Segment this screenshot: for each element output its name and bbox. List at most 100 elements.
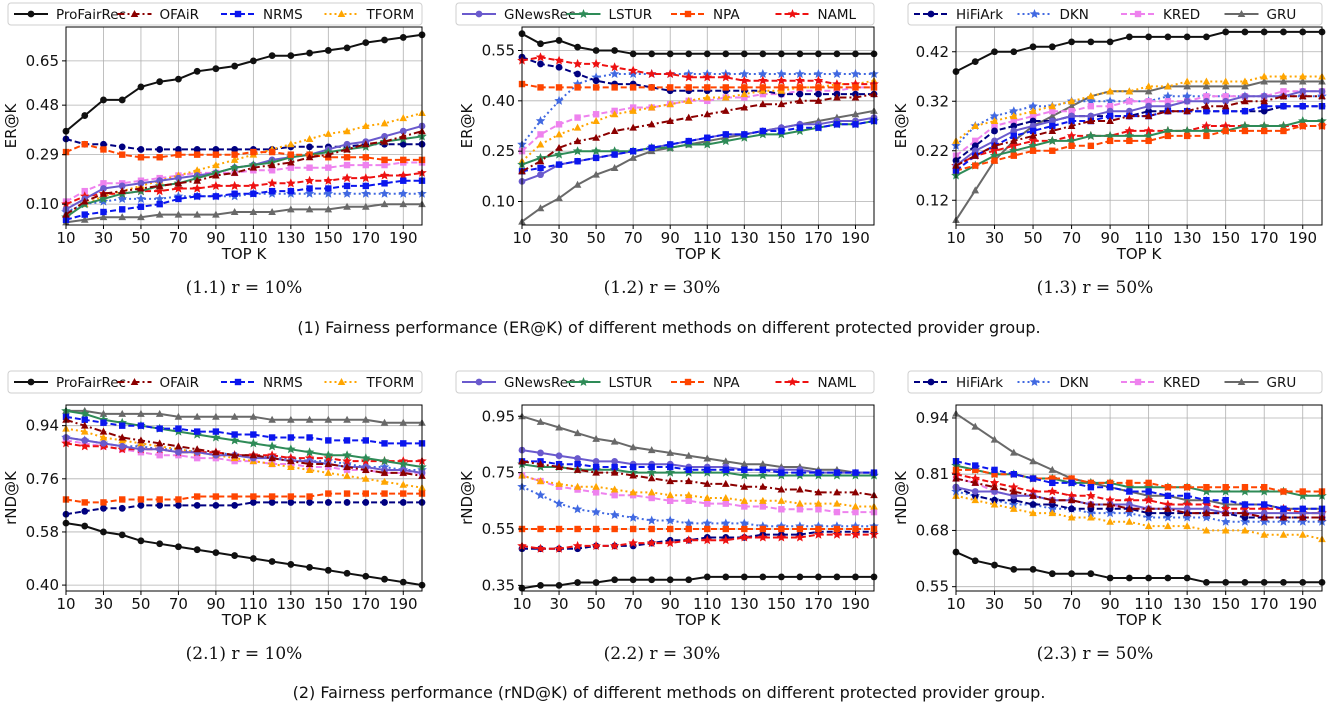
data-point-ofair-marker — [610, 127, 619, 135]
data-point-ofair-marker — [249, 451, 258, 459]
data-point-npa-marker — [537, 525, 544, 533]
data-point-gru-marker — [610, 163, 619, 171]
series-nrms — [952, 103, 1326, 174]
data-point-npa-marker — [212, 151, 220, 158]
data-point-naml-marker — [211, 180, 221, 190]
data-point-npa-marker — [1222, 127, 1229, 135]
data-point-dkn-marker — [591, 507, 601, 517]
data-point-ofair-marker — [80, 421, 89, 429]
data-point-gnewsrec-marker — [100, 439, 107, 447]
data-point-naml-marker — [1047, 486, 1058, 496]
data-point-naml-marker — [342, 456, 352, 466]
data-point-profairrec-marker — [1029, 43, 1037, 51]
data-point-kred-marker — [741, 94, 748, 101]
data-point-profairrec-marker — [1183, 574, 1191, 582]
data-point-dkn-marker — [1105, 96, 1115, 106]
data-point-ofair-marker — [1009, 487, 1018, 495]
series-tform — [518, 471, 878, 510]
data-point-nrms-marker — [306, 185, 313, 192]
data-point-gnewsrec-marker — [1010, 127, 1018, 135]
data-point-profairrec-marker — [833, 573, 841, 581]
data-point-nrms-marker — [629, 147, 637, 155]
data-point-gnewsrec-marker — [1068, 112, 1075, 120]
data-point-profairrec-marker — [574, 43, 581, 51]
data-point-gru-marker — [1260, 77, 1269, 85]
data-point-tform-marker — [592, 116, 600, 124]
data-point-gru-marker — [740, 460, 749, 468]
data-point-npa-marker — [592, 525, 600, 533]
data-point-tform-marker — [592, 482, 600, 490]
data-point-gru-marker — [1009, 448, 1018, 456]
data-point-naml-marker — [1066, 490, 1077, 500]
data-point-kred-marker — [1164, 98, 1172, 105]
data-point-naml-marker — [739, 75, 750, 85]
data-point-gru-marker — [305, 415, 314, 423]
data-point-tform-marker — [1067, 513, 1076, 521]
data-point-ofair-marker — [212, 448, 220, 456]
data-point-tform-marker — [212, 161, 220, 169]
data-point-npa-marker — [1280, 127, 1287, 135]
legend-label-naml: NAML — [818, 375, 857, 391]
x-tick-label: 70 — [1062, 229, 1081, 247]
data-point-tform-marker — [343, 127, 351, 135]
y-tick-label: 0.68 — [916, 521, 949, 539]
legend-label-nrms: NRMS — [263, 7, 303, 23]
series-npa — [518, 80, 878, 91]
data-point-lstur-marker — [739, 470, 750, 480]
legend-label-profairrec: ProFairRec — [56, 7, 126, 23]
data-point-npa-marker — [991, 471, 998, 478]
plot-frame — [521, 404, 875, 592]
data-point-profairrec-marker — [1203, 33, 1210, 41]
data-point-profairrec-marker — [537, 581, 544, 589]
series-ofair — [952, 92, 1326, 169]
data-point-ofair-marker — [343, 463, 351, 470]
data-point-ofair-marker — [155, 439, 164, 447]
data-point-nrms-marker — [759, 466, 767, 474]
data-point-gnewsrec-marker — [137, 445, 145, 453]
data-point-nrms-marker — [1106, 483, 1114, 491]
data-point-ofair-marker — [796, 96, 804, 104]
data-point-hifiark-marker — [193, 146, 201, 153]
x-tick-label: 30 — [985, 229, 1004, 247]
data-point-dkn-marker — [1047, 503, 1058, 513]
data-point-ofair-marker — [361, 140, 370, 148]
data-point-naml-marker — [628, 65, 638, 75]
legend-npa-marker — [684, 378, 692, 386]
data-point-gru-marker — [399, 418, 408, 426]
data-point-lstur-marker — [572, 146, 583, 156]
y-axis-label: ER@K — [892, 102, 910, 148]
data-point-dkn-marker — [795, 521, 805, 531]
data-point-nrms-marker — [1106, 112, 1114, 120]
series-tform — [952, 72, 1326, 144]
data-point-ofair-marker — [684, 113, 693, 121]
data-point-gru-marker — [555, 423, 563, 431]
series-line-nrms — [955, 105, 1322, 172]
data-point-dkn-marker — [850, 69, 861, 78]
data-point-naml-marker — [1124, 495, 1135, 505]
data-point-gru-marker — [592, 434, 600, 442]
data-point-naml-marker — [739, 532, 750, 542]
data-point-npa-marker — [1106, 137, 1114, 145]
data-point-nrms-marker — [362, 182, 369, 190]
data-point-hifiark-marker — [991, 127, 998, 135]
series-nrms — [62, 177, 426, 223]
x-tick-label: 170 — [1250, 229, 1279, 247]
data-point-npa-marker — [212, 493, 220, 500]
data-point-npa-marker — [400, 156, 407, 164]
y-tick-label: 0.22 — [916, 142, 949, 160]
x-tick-label: 130 — [277, 229, 306, 247]
data-point-hifiark-marker — [971, 142, 979, 150]
data-point-kred-marker — [81, 187, 88, 195]
legend-lstur-marker — [578, 377, 589, 386]
data-point-ofair-marker — [399, 132, 408, 140]
data-point-nrms-marker — [1222, 107, 1229, 115]
data-point-ofair-marker — [380, 468, 389, 476]
data-point-npa-marker — [343, 490, 351, 497]
data-point-nrms-marker — [555, 161, 563, 168]
series-line-naml — [65, 442, 422, 463]
data-point-dkn-marker — [795, 69, 805, 78]
data-point-naml-marker — [646, 538, 657, 548]
data-point-npa-marker — [648, 84, 655, 91]
x-tick-label: 90 — [661, 595, 680, 613]
caption-2-2: (2.2) r = 30% — [603, 644, 721, 664]
